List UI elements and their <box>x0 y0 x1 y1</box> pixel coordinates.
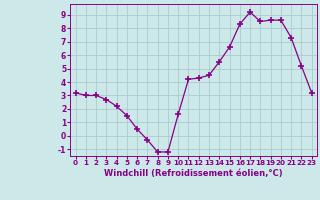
X-axis label: Windchill (Refroidissement éolien,°C): Windchill (Refroidissement éolien,°C) <box>104 169 283 178</box>
